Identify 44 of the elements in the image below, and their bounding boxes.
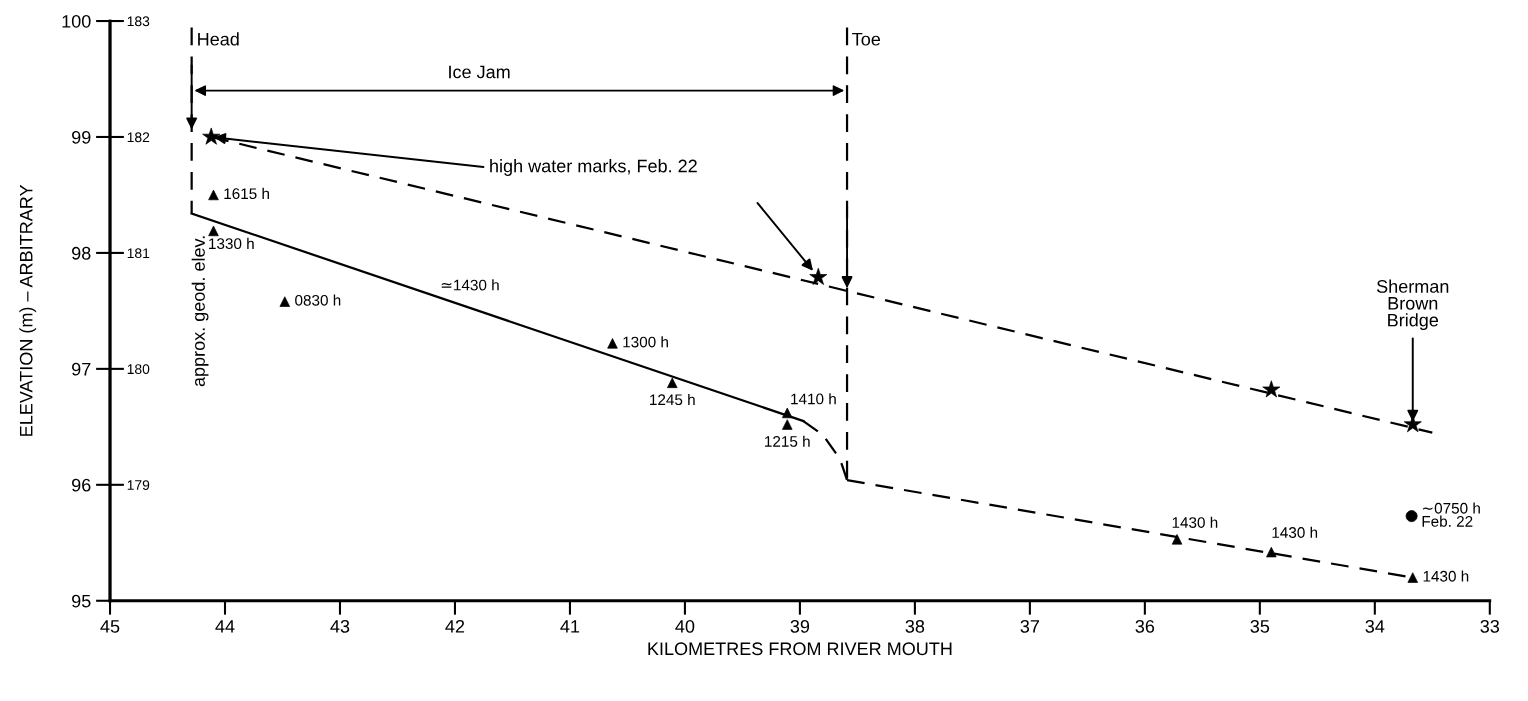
- annotation: 1245 h: [650, 393, 695, 406]
- x-tick-label: 45: [100, 620, 120, 633]
- annotation: high water marks, Feb. 22: [490, 159, 697, 176]
- y2-tick-label: 181: [127, 248, 150, 259]
- annotation: 1215 h: [765, 435, 810, 447]
- x-tick-label: 42: [445, 619, 465, 633]
- annotation: ≃1430 h: [441, 279, 499, 291]
- x-axis-title: KILOMETRES FROM RIVER MOUTH: [648, 642, 952, 656]
- annotation: 1430 h: [1172, 516, 1218, 528]
- y-tick-label: 98: [72, 246, 91, 260]
- annotation: 1615 h: [224, 187, 269, 200]
- ref-line-label: Toe: [852, 32, 881, 46]
- x-tick-label: 34: [1365, 619, 1385, 633]
- x-tick-label: 38: [905, 619, 925, 633]
- y-tick-label: 100: [62, 14, 91, 28]
- y-tick-label: 97: [72, 362, 91, 376]
- y-tick-label: 96: [72, 478, 91, 492]
- annotation: 0830 h: [295, 294, 341, 306]
- x-tick-label: 35: [1250, 619, 1270, 633]
- annotation: 1430 h: [1423, 570, 1469, 582]
- annotation: 1300 h: [623, 336, 668, 348]
- x-tick-label: 37: [1020, 619, 1040, 633]
- x-tick-label: 36: [1135, 619, 1155, 633]
- x-tick-label: 41: [560, 620, 580, 633]
- annotation: approx. geod. elev.: [191, 236, 209, 387]
- y2-tick-label: 180: [127, 364, 150, 375]
- annotation: Sherman Brown Bridge: [1376, 279, 1449, 331]
- annotation: 1430 h: [1272, 526, 1318, 538]
- x-tick-label: 43: [330, 619, 350, 633]
- y2-tick-label: 179: [127, 480, 150, 490]
- annotation: ∼0750 h Feb. 22: [1422, 502, 1480, 527]
- y-tick-label: 95: [72, 594, 91, 608]
- x-tick-label: 33: [1480, 619, 1500, 633]
- x-tick-label: 40: [675, 619, 695, 633]
- x-tick-label: 39: [790, 619, 810, 633]
- y-axis-title: ELEVATION (m) – ARBITRARY: [19, 184, 37, 436]
- x-tick-label: 44: [215, 620, 235, 633]
- ref-line-label: Head: [198, 32, 239, 46]
- annotation: Ice Jam: [449, 65, 510, 79]
- y2-tick-label: 183: [127, 16, 150, 27]
- y2-tick-label: 182: [127, 132, 150, 143]
- annotation: 1330 h: [209, 237, 254, 250]
- y-tick-label: 99: [72, 130, 91, 144]
- annotation: 1410 h: [791, 393, 836, 405]
